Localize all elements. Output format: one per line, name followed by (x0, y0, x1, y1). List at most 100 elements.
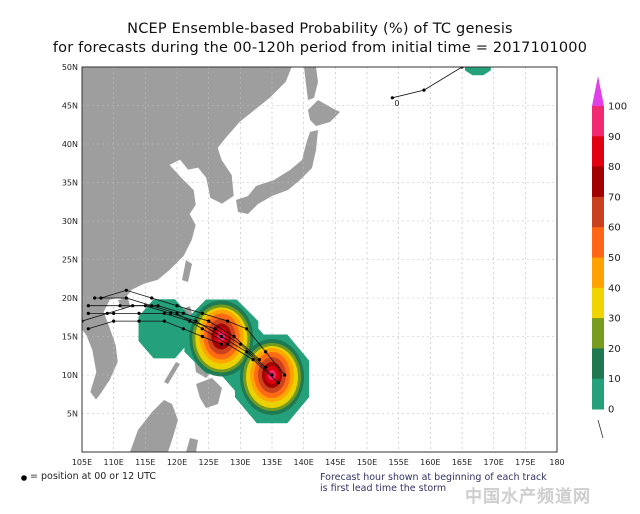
lon-tick-label: 150E (357, 458, 377, 467)
track-position-dot (226, 342, 230, 346)
lon-tick-label: 160E (420, 458, 440, 467)
track-position-dot (112, 319, 116, 323)
tracks: 0 (82, 67, 464, 385)
lon-tick-label: 135E (262, 458, 282, 467)
lon-tick-label: 140E (294, 458, 314, 467)
colorbar-swatch (592, 196, 604, 228)
track-position-dot (194, 319, 198, 323)
lat-tick-label: 45N (62, 102, 78, 111)
lat-tick-label: 25N (62, 256, 78, 265)
colorbar-tail (597, 419, 604, 439)
track-position-dot (99, 296, 103, 300)
colorbar-swatch (592, 348, 604, 380)
track-position-dot (257, 358, 261, 362)
track-line (94, 297, 279, 383)
lat-tick-label: 50N (62, 63, 78, 72)
colorbar-label: 30 (608, 314, 621, 325)
plot-frame (81, 66, 558, 453)
track-position-dot (226, 319, 230, 323)
track-position-dot (112, 311, 116, 315)
colorbar-swatch (592, 318, 604, 349)
colorbar-swatch (592, 227, 604, 258)
track-position-dot (276, 381, 280, 385)
track-position-dot (162, 319, 166, 323)
track-position-dot (124, 296, 128, 300)
title-line-2: for forecasts during the 00-120h period … (52, 40, 588, 56)
track-position-dot (390, 96, 394, 100)
watermark-logo: 中国水产频道网 (465, 487, 591, 507)
colorbar-swatch (592, 378, 604, 410)
track-position-dot (200, 327, 204, 331)
track-position-dot (162, 311, 166, 315)
lon-tick-label: 170E (484, 458, 504, 467)
track-line (82, 305, 260, 360)
track-position-dot (213, 327, 217, 331)
lat-tick-label: 10N (62, 371, 78, 380)
land-hokkaido (308, 100, 340, 126)
lon-tick-label: 120E (167, 458, 187, 467)
colorbar-swatch (592, 106, 604, 137)
legend-dot-icon (21, 475, 27, 481)
colorbar-swatch (592, 287, 604, 319)
track-position-dot (207, 319, 211, 323)
lon-tick-label: 125E (199, 458, 219, 467)
prob-region-0-10 (464, 67, 491, 76)
track-position-dot (124, 288, 128, 292)
colorbar-label: 40 (608, 283, 621, 294)
track-position-dot (264, 350, 268, 354)
land-hainan (118, 298, 130, 310)
colorbar-label: 0 (608, 405, 614, 416)
land-sakhalin (304, 67, 318, 100)
track-position-dot (264, 365, 268, 369)
track-line (392, 67, 463, 99)
land-taiwan (182, 260, 192, 282)
colorbar-label: 60 (608, 223, 621, 234)
lat-tick-label: 30N (62, 217, 78, 226)
track-position-dot (175, 311, 179, 315)
colorbar-tip-above-100 (592, 76, 604, 106)
track-position-dot (175, 304, 179, 308)
track-position-dot (118, 304, 122, 308)
land-asia (82, 67, 293, 401)
track-position-dot (200, 334, 204, 339)
track-position-dot (86, 304, 90, 308)
land-borneo (130, 400, 178, 452)
track-position-dot (181, 327, 185, 331)
track-position-dot (251, 358, 255, 362)
track-position-dot (422, 88, 426, 92)
track-start-label: 0 (394, 99, 399, 108)
colorbar-label: 20 (608, 344, 621, 355)
colorbar-label: 80 (608, 162, 621, 173)
legend-text: = position at 00 or 12 UTC (30, 471, 156, 482)
title-line-1: NCEP Ensemble-based Probability (%) of T… (127, 21, 513, 37)
axes: 105E 110E 115E 120E 125E 130E 135E 140E 145E 150E… (62, 63, 565, 467)
land-palawan (164, 362, 180, 384)
footnote-line-2: is first lead time the storm (320, 483, 447, 494)
track-position-dot (283, 373, 287, 377)
track-line (88, 313, 266, 368)
track-position-dot (131, 304, 135, 308)
track-position-dot (150, 296, 154, 300)
colorbar-label: 10 (608, 374, 621, 385)
lon-tick-label: 130E (230, 458, 250, 467)
footnote-line-1: Forecast hour shown at beginning of each… (320, 472, 547, 483)
lon-tick-label: 175E (515, 458, 535, 467)
lat-tick-label: 20N (62, 294, 78, 303)
lon-tick-label: 165E (452, 458, 472, 467)
colorbar-label: 100 (608, 102, 627, 113)
track-position-dot (156, 304, 160, 308)
lat-tick-label: 35N (62, 179, 78, 188)
track-position-dot (181, 311, 185, 315)
colorbar-swatch (592, 257, 604, 289)
colorbar-label: 70 (608, 192, 621, 203)
track-position-dot (219, 334, 223, 339)
track-position-dot (232, 334, 236, 339)
track-position-dot (86, 311, 90, 315)
colorbar-label: 50 (608, 253, 621, 264)
track-position-dot (245, 327, 249, 331)
lon-tick-label: 145E (325, 458, 345, 467)
lon-tick-label: 105E (72, 458, 92, 467)
